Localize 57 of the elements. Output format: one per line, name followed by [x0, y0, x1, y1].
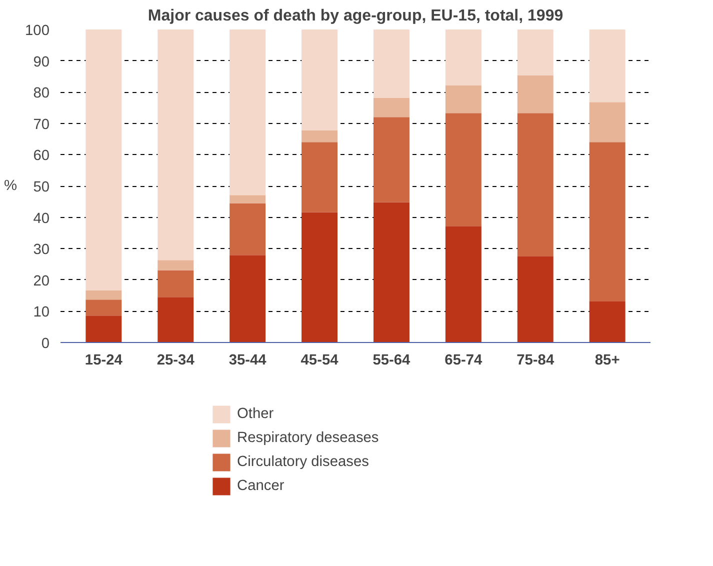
bar — [373, 30, 410, 98]
y-tick-label: 20 — [33, 273, 50, 290]
legend-label: Cancer — [237, 478, 284, 494]
bar — [302, 142, 338, 212]
bar — [302, 130, 338, 142]
legend-label: Respiratory deseases — [237, 430, 379, 446]
bar — [158, 260, 194, 270]
bar — [589, 102, 626, 142]
bar — [86, 300, 122, 316]
x-tick-label: 75-84 — [516, 352, 555, 368]
bar — [302, 212, 338, 342]
bar — [445, 85, 482, 114]
y-tick-label: 30 — [33, 242, 50, 258]
bar — [86, 30, 122, 291]
x-tick-label: 25-34 — [156, 352, 196, 368]
bar — [373, 98, 410, 118]
bar — [589, 301, 626, 342]
chart-title: Major causes of death by age-group, EU-15, total, 1999 — [148, 8, 564, 24]
y-tick-label: 10 — [33, 304, 50, 321]
bar — [230, 30, 266, 196]
y-tick-label: 80 — [33, 86, 50, 102]
y-tick-label: 100 — [25, 23, 50, 39]
x-tick-label: 65-74 — [444, 352, 484, 368]
bar — [373, 117, 410, 202]
y-axis-title: % — [4, 178, 18, 194]
bar — [373, 202, 410, 342]
x-tick-label: 45-54 — [300, 352, 340, 368]
bar — [158, 297, 194, 342]
bar — [517, 75, 554, 114]
bar — [445, 30, 482, 86]
legend-label: Other — [237, 406, 274, 422]
bar — [445, 226, 482, 342]
bar — [589, 30, 626, 102]
bar — [589, 142, 626, 302]
bar — [517, 30, 554, 76]
y-tick-label: 0 — [41, 336, 50, 352]
legend-label: Circulatory diseases — [237, 454, 369, 470]
bar — [517, 256, 554, 342]
bar — [517, 113, 554, 256]
y-tick-label: 40 — [33, 210, 50, 227]
bar — [86, 290, 122, 300]
bar — [86, 316, 122, 342]
bar — [445, 113, 482, 226]
bar — [230, 255, 266, 342]
bar — [158, 30, 194, 260]
x-tick-label: 35-44 — [228, 352, 268, 368]
bar — [230, 195, 266, 204]
x-tick-label: 55-64 — [372, 352, 412, 368]
x-tick-label: 15-24 — [84, 352, 124, 368]
bar — [230, 203, 266, 256]
y-tick-label: 90 — [33, 54, 50, 70]
bar — [302, 30, 338, 130]
x-tick-label: 85+ — [594, 352, 620, 368]
y-tick-label: 60 — [33, 148, 50, 164]
y-tick-label: 50 — [33, 180, 50, 196]
y-tick-label: 70 — [33, 116, 50, 133]
bar — [158, 270, 194, 298]
